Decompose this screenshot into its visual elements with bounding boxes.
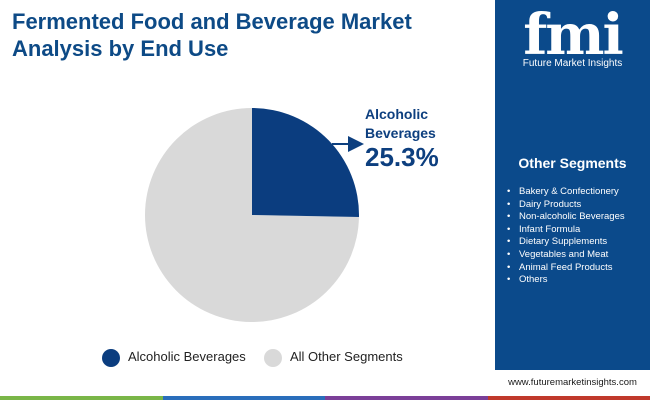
segment-item: Non-alcoholic Beverages xyxy=(505,211,625,224)
brand-name: Future Market Insights xyxy=(522,58,623,69)
side-panel: fmi Future Market Insights Other Segment… xyxy=(495,0,650,370)
segment-item: Others xyxy=(505,274,625,287)
legend-label: All Other Segments xyxy=(290,349,403,364)
data-label: 25.3% xyxy=(365,142,439,172)
callout-label: Alcoholic Beverages xyxy=(365,106,436,141)
legend-item: Alcoholic Beverages xyxy=(102,347,246,367)
pie-slice xyxy=(252,108,359,218)
segment-item: Animal Feed Products xyxy=(505,262,625,275)
segments-list: Bakery & ConfectioneryDairy ProductsNon-… xyxy=(505,186,625,287)
segments-heading: Other Segments xyxy=(518,155,627,171)
legend-label: Alcoholic Beverages xyxy=(128,349,246,364)
chart xyxy=(144,108,364,322)
chart-title: Fermented Food and Beverage Market Analy… xyxy=(12,9,412,61)
logo: fmi xyxy=(523,2,624,68)
segment-item: Bakery & Confectionery xyxy=(505,186,625,199)
pie-slice xyxy=(144,108,359,322)
segment-item: Vegetables and Meat xyxy=(505,249,625,262)
legend-swatch xyxy=(264,348,282,367)
segment-item: Dietary Supplements xyxy=(505,236,625,249)
color-strip xyxy=(0,396,650,400)
segment-item: Dairy Products xyxy=(505,199,625,212)
segment-item: Infant Formula xyxy=(505,224,625,237)
website: www.futuremarketinsights.com xyxy=(508,377,637,388)
legend-swatch xyxy=(102,348,120,367)
legend-item: All Other Segments xyxy=(264,347,403,367)
